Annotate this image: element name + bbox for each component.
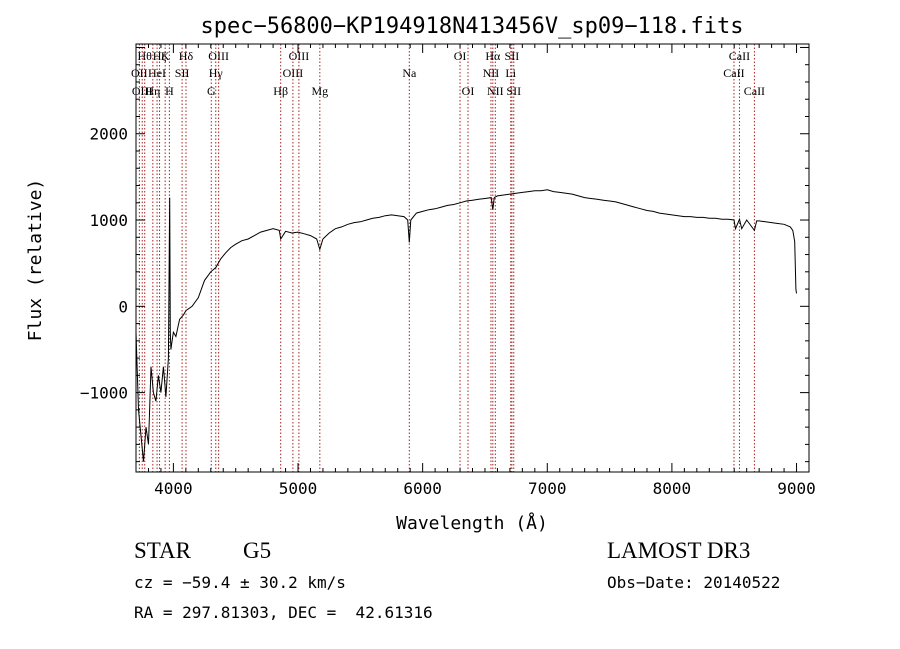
x-tick-label: 8000 bbox=[653, 479, 692, 498]
x-axis: 4000 5000 6000 7000 8000 9000 bbox=[135, 44, 816, 498]
y-tick-label: 1000 bbox=[89, 211, 128, 230]
line-label-21: Hα bbox=[485, 49, 501, 63]
spectral-line-labels: OIIOIIIHθHηHeIHζKHSIIHδGHγOIIIHβOIIIOIII… bbox=[131, 49, 765, 98]
line-label-16: Mg bbox=[311, 84, 328, 98]
redshift-velocity: cz = −59.4 ± 30.2 km/s bbox=[134, 573, 346, 592]
line-label-13: Hβ bbox=[273, 84, 288, 98]
line-label-9: Hδ bbox=[179, 49, 194, 63]
line-label-1: OIII bbox=[132, 84, 153, 98]
line-label-3: Hη bbox=[145, 84, 160, 98]
object-subclass: G5 bbox=[243, 538, 272, 563]
x-tick-label: 5000 bbox=[279, 479, 318, 498]
x-tick-label: 9000 bbox=[777, 479, 816, 498]
line-label-19: OI bbox=[462, 84, 475, 98]
x-tick-label: 4000 bbox=[154, 479, 193, 498]
line-label-22: NII bbox=[487, 84, 504, 98]
line-label-15: OIII bbox=[289, 49, 310, 63]
y-tick-label: 0 bbox=[118, 297, 128, 316]
y-tick-label: −1000 bbox=[80, 384, 128, 403]
plot-frame bbox=[135, 43, 810, 473]
chart-title: spec−56800−KP194918N413456V_sp09−118.fit… bbox=[200, 14, 743, 39]
line-label-20: NII bbox=[483, 66, 500, 80]
y-axis: −1000 0 1000 2000 bbox=[80, 46, 809, 463]
x-tick-label: 6000 bbox=[403, 479, 442, 498]
x-tick-label: 7000 bbox=[528, 479, 567, 498]
line-label-23: Li bbox=[505, 66, 516, 80]
line-label-27: CaII bbox=[729, 49, 750, 63]
line-label-25: SII bbox=[506, 84, 521, 98]
line-label-11: Hγ bbox=[209, 66, 224, 80]
object-class: STAR bbox=[134, 538, 191, 563]
line-label-26: CaII bbox=[723, 66, 744, 80]
line-label-5: Hζ bbox=[153, 49, 167, 63]
survey-name: LAMOST DR3 bbox=[607, 538, 751, 563]
line-label-28: CaII bbox=[744, 84, 765, 98]
line-label-4: HeI bbox=[148, 66, 166, 80]
line-label-6: K bbox=[161, 49, 170, 63]
line-label-18: OI bbox=[454, 49, 467, 63]
line-label-12: OIII bbox=[208, 49, 229, 63]
line-label-14: OIII bbox=[283, 66, 304, 80]
line-label-2: Hθ bbox=[138, 49, 153, 63]
line-label-7: H bbox=[165, 84, 174, 98]
y-axis-label: Flux (relative) bbox=[25, 179, 46, 342]
observation-date: Obs−Date: 20140522 bbox=[607, 573, 781, 592]
spectrum-line bbox=[135, 189, 797, 462]
line-label-0: OII bbox=[131, 66, 148, 80]
y-tick-label: 2000 bbox=[89, 125, 128, 144]
spectral-line-markers bbox=[138, 44, 755, 472]
line-label-10: G bbox=[207, 84, 216, 98]
line-label-17: Na bbox=[402, 66, 417, 80]
line-label-8: SII bbox=[175, 66, 190, 80]
line-label-24: SII bbox=[505, 49, 520, 63]
x-axis-label: Wavelength (Å) bbox=[396, 512, 548, 534]
sky-coordinates: RA = 297.81303, DEC = 42.61316 bbox=[134, 603, 433, 622]
